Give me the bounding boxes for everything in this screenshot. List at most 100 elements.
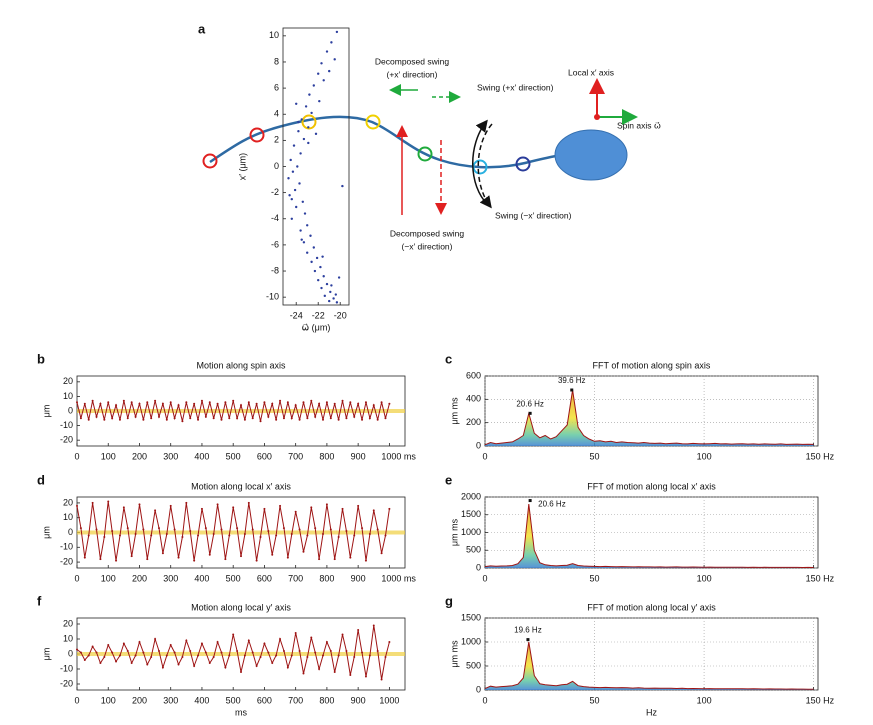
x-tick-label: 0 bbox=[74, 573, 79, 583]
point bbox=[380, 678, 383, 681]
point bbox=[189, 650, 192, 652]
point bbox=[275, 534, 278, 537]
scatter-point bbox=[299, 152, 302, 155]
point bbox=[263, 642, 266, 645]
point bbox=[134, 532, 137, 535]
point bbox=[357, 629, 360, 631]
point bbox=[197, 418, 200, 421]
label: (+x′ direction) bbox=[387, 69, 438, 79]
y-tick-label: 10 bbox=[63, 512, 73, 522]
point bbox=[95, 528, 98, 531]
point bbox=[169, 504, 172, 507]
point bbox=[306, 656, 309, 658]
diagram: a Decomposed swing (+x′ direction) Swing… bbox=[198, 21, 661, 251]
panel-letter: b bbox=[37, 351, 45, 366]
y-tick-label: 500 bbox=[466, 660, 481, 670]
marker-circle bbox=[249, 127, 265, 143]
point bbox=[372, 624, 375, 627]
scatter-point bbox=[306, 224, 309, 227]
point bbox=[263, 401, 266, 404]
point bbox=[181, 656, 184, 658]
scatter-point bbox=[307, 126, 310, 129]
scatter-point bbox=[301, 200, 304, 203]
annotation: 20.6 Hz bbox=[516, 399, 544, 408]
point bbox=[216, 641, 219, 643]
point bbox=[158, 527, 160, 530]
x-tick-label: 600 bbox=[257, 573, 272, 583]
y-axis-label: μm ms bbox=[449, 397, 459, 425]
point bbox=[306, 534, 309, 537]
cell-body bbox=[554, 129, 628, 181]
point bbox=[322, 532, 324, 535]
y-tick-label: 6 bbox=[274, 82, 279, 92]
point bbox=[200, 399, 203, 402]
point bbox=[197, 534, 200, 537]
point bbox=[126, 650, 129, 652]
scatter-point bbox=[320, 286, 323, 290]
point bbox=[380, 552, 383, 555]
point bbox=[259, 420, 262, 423]
label: Swing (+x′ direction) bbox=[477, 82, 554, 92]
y-tick-label: -10 bbox=[60, 663, 73, 673]
scatter-point bbox=[308, 93, 311, 96]
point bbox=[310, 506, 313, 509]
point bbox=[255, 559, 258, 562]
point bbox=[177, 556, 180, 559]
point bbox=[200, 507, 203, 510]
scatter-point bbox=[328, 299, 331, 303]
point bbox=[228, 534, 231, 537]
x-tick-label: 300 bbox=[163, 695, 178, 705]
point bbox=[267, 415, 270, 418]
point bbox=[282, 650, 285, 652]
peak-marker bbox=[570, 388, 574, 392]
x-tick-label: 900 bbox=[351, 695, 366, 705]
point bbox=[290, 417, 293, 420]
point bbox=[259, 656, 262, 658]
x-tick-label: 1000 ms bbox=[381, 451, 416, 461]
point bbox=[91, 501, 94, 504]
scatter-point bbox=[312, 246, 315, 249]
point bbox=[376, 650, 379, 652]
point bbox=[341, 399, 344, 402]
x-tick-label: 600 bbox=[257, 451, 272, 461]
y-tick-label: 10 bbox=[269, 30, 279, 40]
point bbox=[341, 507, 344, 510]
point bbox=[228, 654, 231, 657]
y-tick-label: -10 bbox=[60, 420, 73, 430]
point bbox=[83, 659, 86, 661]
x-tick-label: -22 bbox=[312, 310, 325, 320]
point bbox=[83, 402, 86, 405]
point bbox=[76, 648, 78, 651]
flagellum-curve bbox=[209, 115, 563, 169]
x-tick-label: 700 bbox=[288, 451, 303, 461]
point bbox=[376, 528, 379, 531]
x-tick-label: 150 Hz bbox=[806, 573, 835, 583]
point bbox=[173, 417, 176, 420]
scatter-point bbox=[320, 62, 323, 65]
point bbox=[212, 417, 215, 420]
point bbox=[247, 501, 250, 504]
point bbox=[286, 401, 289, 404]
x-tick-label: 700 bbox=[288, 695, 303, 705]
point bbox=[232, 399, 235, 402]
scatter-point bbox=[303, 212, 307, 215]
point bbox=[150, 656, 153, 658]
area bbox=[485, 390, 814, 446]
point bbox=[310, 636, 313, 639]
point bbox=[294, 510, 297, 513]
scatter-point bbox=[295, 102, 298, 105]
point bbox=[290, 532, 293, 535]
point bbox=[364, 559, 367, 562]
point bbox=[361, 527, 364, 530]
point bbox=[240, 671, 242, 673]
y-tick-label: 4 bbox=[274, 109, 279, 119]
x-tick-label: -24 bbox=[290, 310, 303, 320]
scatter-point bbox=[287, 177, 290, 180]
point bbox=[134, 415, 137, 418]
area bbox=[485, 504, 814, 568]
point bbox=[107, 644, 110, 646]
point bbox=[142, 418, 145, 421]
annotation: 20.6 Hz bbox=[538, 500, 566, 509]
point bbox=[251, 417, 254, 420]
